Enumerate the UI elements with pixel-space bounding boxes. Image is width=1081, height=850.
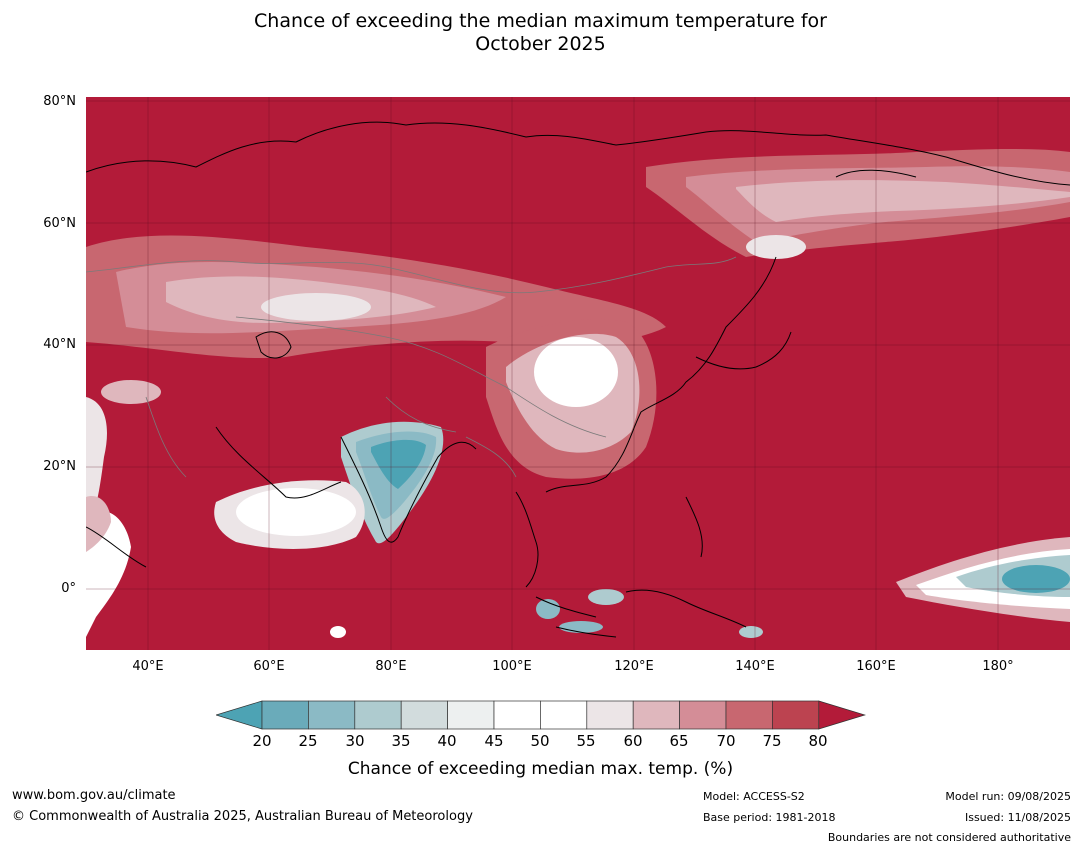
lon-label-40e: 40°E <box>132 659 164 674</box>
colorbar-segment <box>261 700 309 730</box>
graticule <box>86 97 1070 650</box>
colorbar-segment <box>772 700 820 730</box>
title-line-2: October 2025 <box>475 33 606 55</box>
probability-map <box>86 97 1070 650</box>
coastlines <box>86 121 1070 638</box>
footer-issued: Issued: 11/08/2025 <box>964 811 1071 824</box>
lat-label-80n: 80°N <box>43 94 76 109</box>
colorbar-segment <box>725 700 773 730</box>
lat-label-40n: 40°N <box>43 337 76 352</box>
colorbar-tick-40: 40 <box>437 732 457 750</box>
colorbar-label: Chance of exceeding median max. temp. (%… <box>347 759 734 779</box>
lon-label-120e: 120°E <box>614 659 654 674</box>
colorbar-segment <box>447 700 495 730</box>
colorbar-extend-high <box>818 700 866 730</box>
colorbar-tick-50: 50 <box>530 732 550 750</box>
country-boundaries <box>86 256 737 478</box>
colorbar-tick-80: 80 <box>808 732 828 750</box>
colorbar-tick-25: 25 <box>298 732 318 750</box>
footer-copyright: © Commonwealth of Australia 2025, Austra… <box>12 809 473 824</box>
footer-model-run: Model run: 09/08/2025 <box>945 790 1071 803</box>
colorbar-segment <box>493 700 541 730</box>
colorbar-segment <box>400 700 448 730</box>
colorbar-tick-65: 65 <box>669 732 689 750</box>
colorbar-tick-20: 20 <box>252 732 272 750</box>
colorbar-tick-60: 60 <box>623 732 643 750</box>
lon-label-80e: 80°E <box>375 659 407 674</box>
lat-label-20n: 20°N <box>43 459 76 474</box>
region-east-siberia-light <box>646 148 1070 259</box>
colorbar-tick-70: 70 <box>716 732 736 750</box>
footer-disclaimer: Boundaries are not considered authoritat… <box>827 831 1071 844</box>
region-central-asia-light <box>86 235 666 359</box>
colorbar-tick-45: 45 <box>484 732 504 750</box>
region-arabian-sea-neutral <box>101 380 365 549</box>
lon-label-180: 180° <box>982 659 1014 674</box>
colorbar-tick-35: 35 <box>391 732 411 750</box>
lat-label-60n: 60°N <box>43 216 76 231</box>
region-china-neutral <box>486 318 657 479</box>
colorbar-tick-30: 30 <box>345 732 365 750</box>
colorbar-segment <box>632 700 680 730</box>
colorbar-segment <box>308 700 356 730</box>
map-graphic <box>86 97 1070 650</box>
region-pacific-cool <box>896 537 1070 622</box>
colorbar-segment <box>540 700 588 730</box>
colorbar-segment <box>679 700 727 730</box>
region-indonesia-cool <box>330 589 763 638</box>
map-title: Chance of exceeding the median maximum t… <box>0 10 1081 56</box>
colorbar-tick-75: 75 <box>762 732 782 750</box>
region-west-neutral <box>86 397 131 637</box>
colorbar-extend-low <box>216 700 263 730</box>
colorbar-segment <box>354 700 402 730</box>
lon-label-100e: 100°E <box>492 659 532 674</box>
colorbar-segment <box>586 700 634 730</box>
lat-label-0: 0° <box>61 581 76 596</box>
lon-label-140e: 140°E <box>735 659 775 674</box>
colorbar-tick-55: 55 <box>576 732 596 750</box>
footer-model: Model: ACCESS-S2 <box>703 790 805 803</box>
colorbar <box>216 700 866 730</box>
title-line-1: Chance of exceeding the median maximum t… <box>254 10 827 32</box>
region-india-cool <box>341 421 444 544</box>
lon-label-60e: 60°E <box>253 659 285 674</box>
footer-base-period: Base period: 1981-2018 <box>703 811 836 824</box>
footer-website[interactable]: www.bom.gov.au/climate <box>12 788 176 803</box>
lon-label-160e: 160°E <box>856 659 896 674</box>
